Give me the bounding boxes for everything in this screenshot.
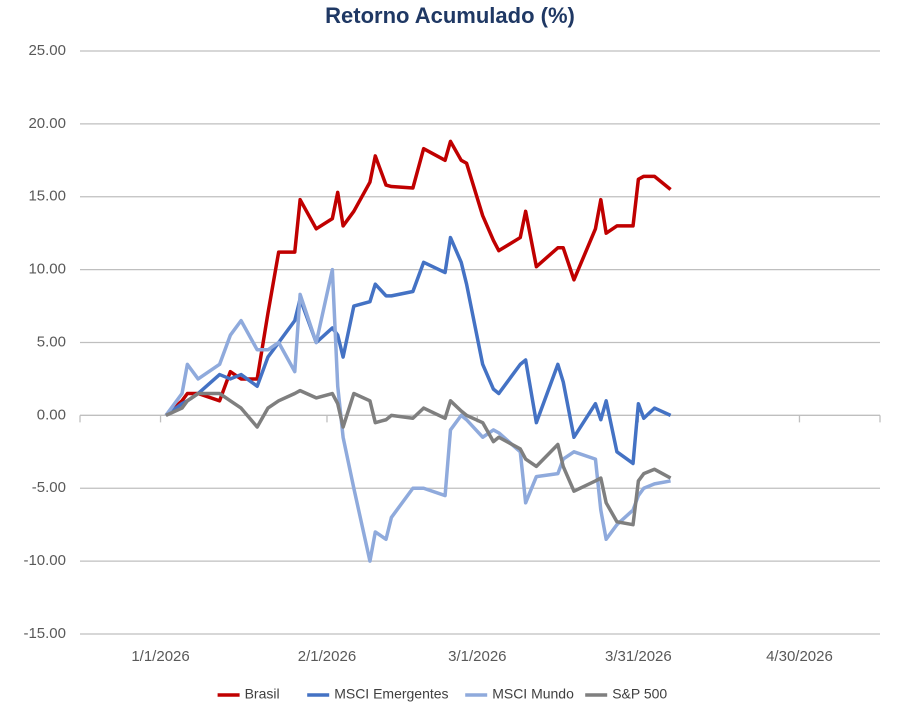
y-tick-label: -5.00	[32, 479, 66, 496]
legend-label: Brasil	[245, 686, 280, 702]
x-tick-label: 4/30/2026	[766, 648, 833, 665]
y-tick-label: -15.00	[23, 625, 66, 642]
chart-title: Retorno Acumulado (%)	[325, 3, 575, 28]
y-tick-label: 20.00	[28, 115, 66, 132]
y-tick-label: -10.00	[23, 552, 66, 569]
x-tick-label: 1/1/2026	[131, 648, 189, 665]
series-line	[164, 267, 671, 563]
x-tick-label: 3/31/2026	[605, 648, 672, 665]
legend-label: MSCI Mundo	[492, 686, 574, 702]
series-line	[164, 139, 672, 417]
y-tick-label: 0.00	[37, 406, 66, 423]
y-tick-label: 5.00	[37, 333, 66, 350]
series-line	[164, 235, 672, 466]
y-tick-label: 10.00	[28, 261, 66, 278]
legend-label: S&P 500	[612, 686, 667, 702]
x-tick-label: 2/1/2026	[298, 648, 356, 665]
x-tick-label: 3/1/2026	[448, 648, 506, 665]
legend-label: MSCI Emergentes	[334, 686, 448, 702]
y-tick-label: 15.00	[28, 188, 66, 205]
y-tick-label: 25.00	[28, 42, 66, 59]
series-line	[165, 388, 672, 527]
